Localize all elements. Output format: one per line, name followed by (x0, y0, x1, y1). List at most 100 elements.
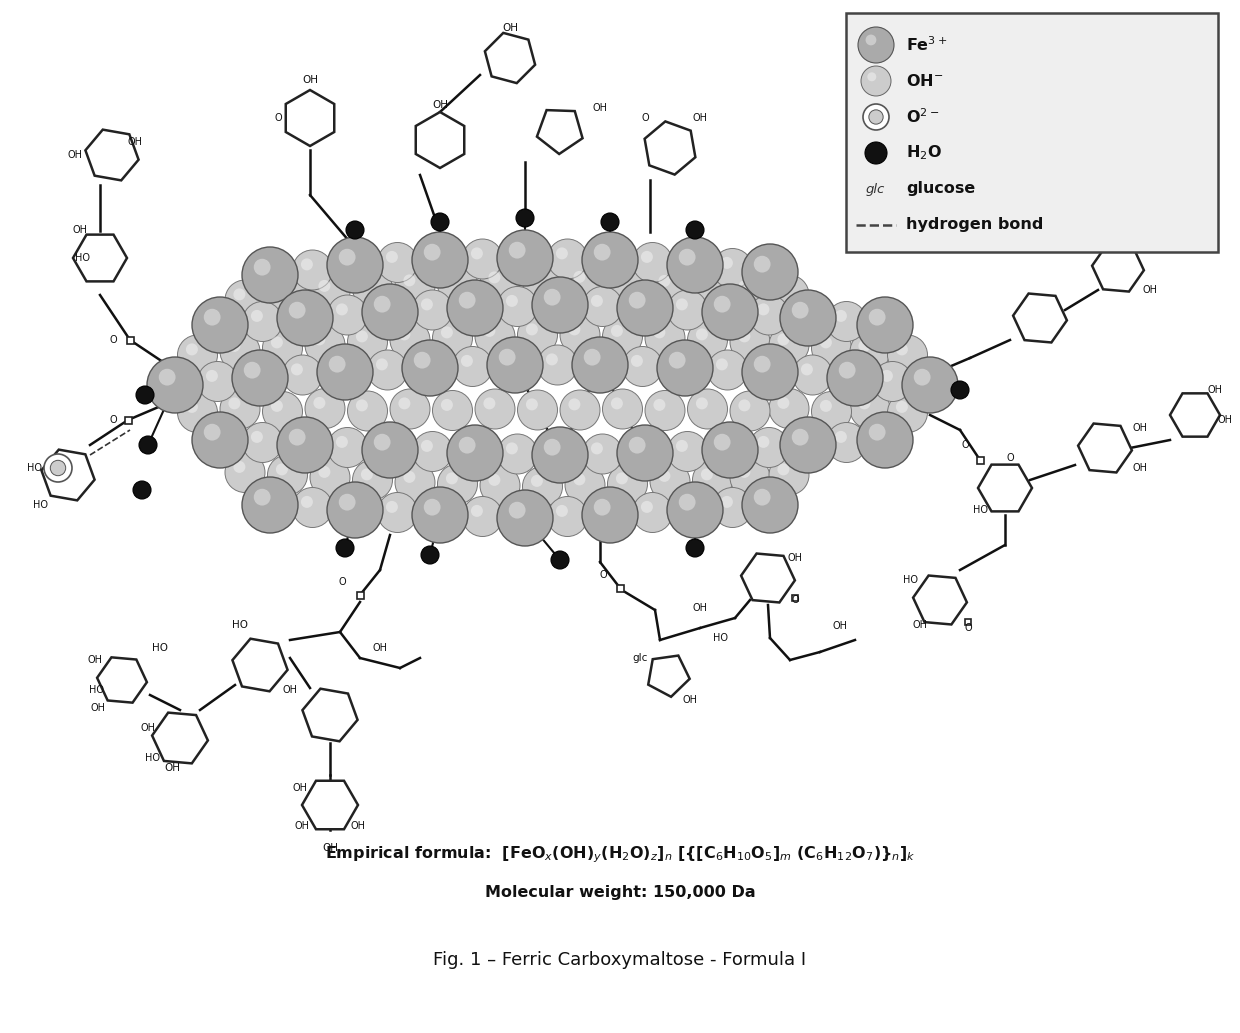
Circle shape (498, 349, 516, 366)
Circle shape (632, 493, 672, 532)
Circle shape (136, 386, 154, 404)
Circle shape (352, 269, 393, 309)
Circle shape (653, 326, 666, 339)
Circle shape (556, 505, 568, 516)
Circle shape (463, 239, 502, 279)
Polygon shape (86, 129, 139, 181)
Circle shape (283, 355, 322, 395)
Circle shape (336, 304, 348, 315)
Circle shape (769, 455, 808, 495)
Circle shape (289, 429, 305, 445)
Text: O: O (109, 335, 117, 345)
Circle shape (253, 371, 267, 385)
Circle shape (219, 332, 260, 372)
Text: OH: OH (692, 603, 708, 613)
Circle shape (177, 335, 217, 375)
Circle shape (714, 434, 730, 450)
Circle shape (203, 309, 221, 325)
Circle shape (471, 505, 482, 516)
Circle shape (446, 472, 458, 484)
Polygon shape (303, 689, 357, 742)
Circle shape (386, 251, 398, 263)
Circle shape (203, 424, 221, 440)
Circle shape (277, 290, 334, 346)
Circle shape (480, 466, 520, 505)
Circle shape (616, 273, 627, 284)
Text: O: O (1006, 453, 1014, 463)
Circle shape (730, 322, 770, 362)
Circle shape (591, 442, 603, 455)
Circle shape (270, 337, 283, 348)
Polygon shape (742, 554, 795, 602)
Polygon shape (415, 112, 464, 168)
Circle shape (463, 497, 502, 536)
Circle shape (622, 346, 662, 386)
Circle shape (749, 428, 789, 468)
Text: OH: OH (1208, 385, 1223, 395)
Circle shape (243, 422, 283, 463)
Circle shape (867, 72, 877, 82)
Circle shape (391, 320, 430, 359)
Circle shape (301, 258, 312, 271)
Circle shape (801, 364, 813, 375)
Polygon shape (1092, 245, 1145, 291)
Circle shape (641, 251, 653, 263)
Text: O: O (109, 415, 117, 425)
Circle shape (412, 487, 467, 543)
Circle shape (192, 298, 248, 353)
Circle shape (314, 397, 325, 409)
Text: Molecular weight: 150,000 Da: Molecular weight: 150,000 Da (485, 885, 755, 901)
Circle shape (336, 436, 348, 448)
Text: H$_{2}$O: H$_{2}$O (906, 144, 942, 162)
Polygon shape (73, 234, 126, 281)
Circle shape (742, 344, 799, 400)
Circle shape (526, 323, 538, 336)
Circle shape (769, 388, 808, 429)
Text: OH: OH (295, 821, 310, 831)
Circle shape (376, 358, 388, 371)
Circle shape (293, 250, 332, 290)
Circle shape (603, 389, 642, 429)
Circle shape (319, 280, 330, 292)
Circle shape (446, 280, 503, 336)
Circle shape (412, 232, 467, 288)
Circle shape (742, 244, 799, 300)
Polygon shape (303, 781, 358, 829)
Text: OH: OH (1058, 237, 1073, 247)
Text: OH: OH (913, 620, 928, 630)
Circle shape (148, 357, 203, 413)
Circle shape (484, 325, 496, 337)
Circle shape (565, 465, 605, 505)
Circle shape (758, 304, 769, 315)
Text: OH$^{-}$: OH$^{-}$ (906, 73, 944, 89)
Polygon shape (1078, 424, 1132, 472)
Text: OH: OH (140, 723, 155, 733)
Circle shape (686, 221, 704, 239)
Circle shape (301, 496, 312, 508)
Circle shape (758, 436, 769, 448)
Circle shape (475, 316, 515, 356)
Circle shape (720, 496, 733, 508)
Circle shape (888, 335, 928, 375)
Polygon shape (978, 465, 1032, 511)
Circle shape (497, 490, 553, 546)
Circle shape (293, 488, 332, 528)
Circle shape (631, 355, 642, 367)
Circle shape (398, 398, 410, 409)
Text: HO: HO (153, 643, 167, 653)
Circle shape (402, 340, 458, 396)
Circle shape (582, 232, 639, 288)
Circle shape (327, 482, 383, 538)
Circle shape (769, 275, 808, 315)
Circle shape (433, 390, 472, 431)
Circle shape (398, 328, 410, 341)
Circle shape (361, 468, 373, 480)
Circle shape (730, 272, 770, 312)
Bar (357, 592, 363, 598)
Circle shape (362, 422, 418, 478)
Circle shape (901, 357, 959, 413)
Circle shape (433, 318, 472, 358)
Circle shape (873, 362, 913, 402)
Circle shape (480, 263, 520, 303)
Circle shape (497, 286, 537, 326)
